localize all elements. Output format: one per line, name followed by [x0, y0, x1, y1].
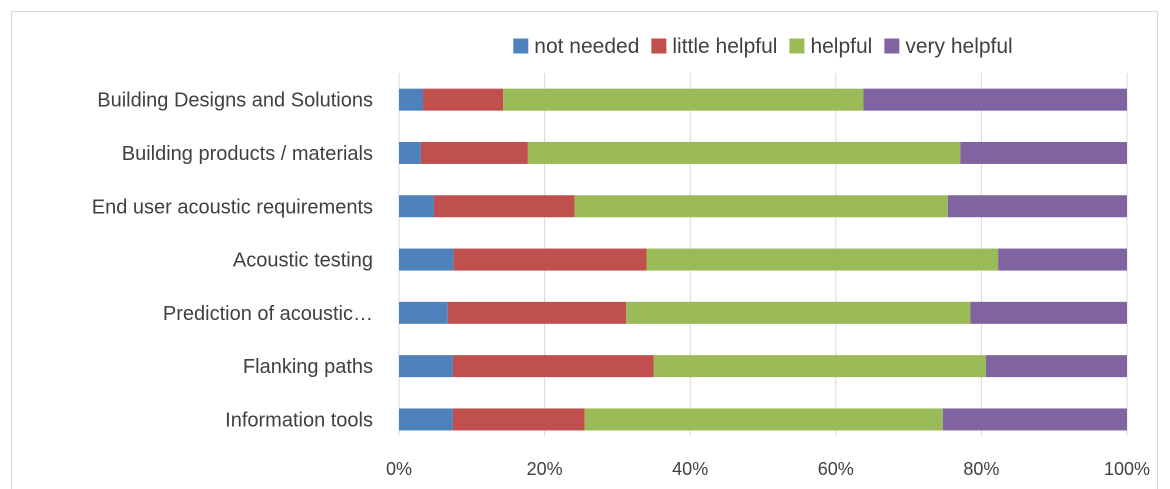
bar-segment-little-helpful	[452, 408, 585, 431]
x-tick-label: 100%	[1104, 459, 1150, 479]
category-label: Building Designs and Solutions	[97, 90, 373, 112]
legend-item: little helpful	[651, 35, 777, 58]
bar-segment-helpful	[527, 141, 961, 164]
bar-segment-very-helpful	[985, 355, 1127, 378]
legend-swatch	[789, 38, 805, 54]
bar-segment-helpful	[584, 408, 943, 431]
category-label: End user acoustic requirements	[92, 196, 373, 218]
legend-swatch	[651, 38, 667, 54]
category-label: Acoustic testing	[233, 250, 373, 272]
legend-label: not needed	[534, 35, 639, 58]
bar-segment-helpful	[503, 88, 864, 111]
bar-segment-little-helpful	[420, 141, 528, 164]
bar-segment-very-helpful	[970, 301, 1127, 324]
category-label: Building products / materials	[122, 143, 373, 165]
bar-segment-helpful	[626, 301, 971, 324]
bar-segment-not-needed	[399, 195, 434, 218]
legend: not needed little helpful helpful very help…	[513, 35, 1013, 58]
bar-segment-not-needed	[399, 301, 448, 324]
x-tick-label: 60%	[818, 459, 854, 479]
bar-segment-not-needed	[399, 141, 421, 164]
bar-segment-helpful	[574, 195, 948, 218]
bar-segment-very-helpful	[998, 248, 1127, 271]
legend-item: not needed	[513, 35, 639, 58]
legend-item: very helpful	[884, 35, 1013, 58]
bar-segment-very-helpful	[863, 88, 1127, 111]
legend-label: very helpful	[905, 35, 1012, 58]
bar-segment-not-needed	[399, 248, 454, 271]
x-tick-label: 0%	[386, 459, 412, 479]
x-tick-label: 80%	[963, 459, 999, 479]
legend-swatch	[884, 38, 900, 54]
bar-segment-little-helpful	[447, 301, 627, 324]
bar-segment-very-helpful	[947, 195, 1127, 218]
bar-segment-not-needed	[399, 88, 424, 111]
bar-segment-little-helpful	[453, 248, 647, 271]
legend-label: little helpful	[672, 35, 777, 58]
legend-label: helpful	[810, 35, 872, 58]
bar-segment-little-helpful	[433, 195, 575, 218]
bar-segment-not-needed	[399, 355, 453, 378]
bar-segment-helpful	[646, 248, 999, 271]
category-label: Information tools	[225, 409, 373, 431]
bar-segment-helpful	[653, 355, 986, 378]
bar-segment-very-helpful	[960, 141, 1127, 164]
category-label: Prediction of acoustic…	[163, 303, 373, 325]
category-labels: Building Designs and Solutions Building p…	[92, 90, 373, 432]
x-axis-ticks: 0% 20% 40% 60% 80% 100%	[386, 459, 1150, 479]
legend-item: helpful	[789, 35, 872, 58]
category-label: Flanking paths	[243, 356, 373, 378]
bar-segment-little-helpful	[423, 88, 504, 111]
x-tick-label: 20%	[527, 459, 563, 479]
bar-segment-little-helpful	[452, 355, 654, 378]
bar-segment-not-needed	[399, 408, 453, 431]
x-tick-label: 40%	[672, 459, 708, 479]
bars	[399, 88, 1127, 431]
legend-swatch	[513, 38, 529, 54]
bar-segment-very-helpful	[942, 408, 1127, 431]
